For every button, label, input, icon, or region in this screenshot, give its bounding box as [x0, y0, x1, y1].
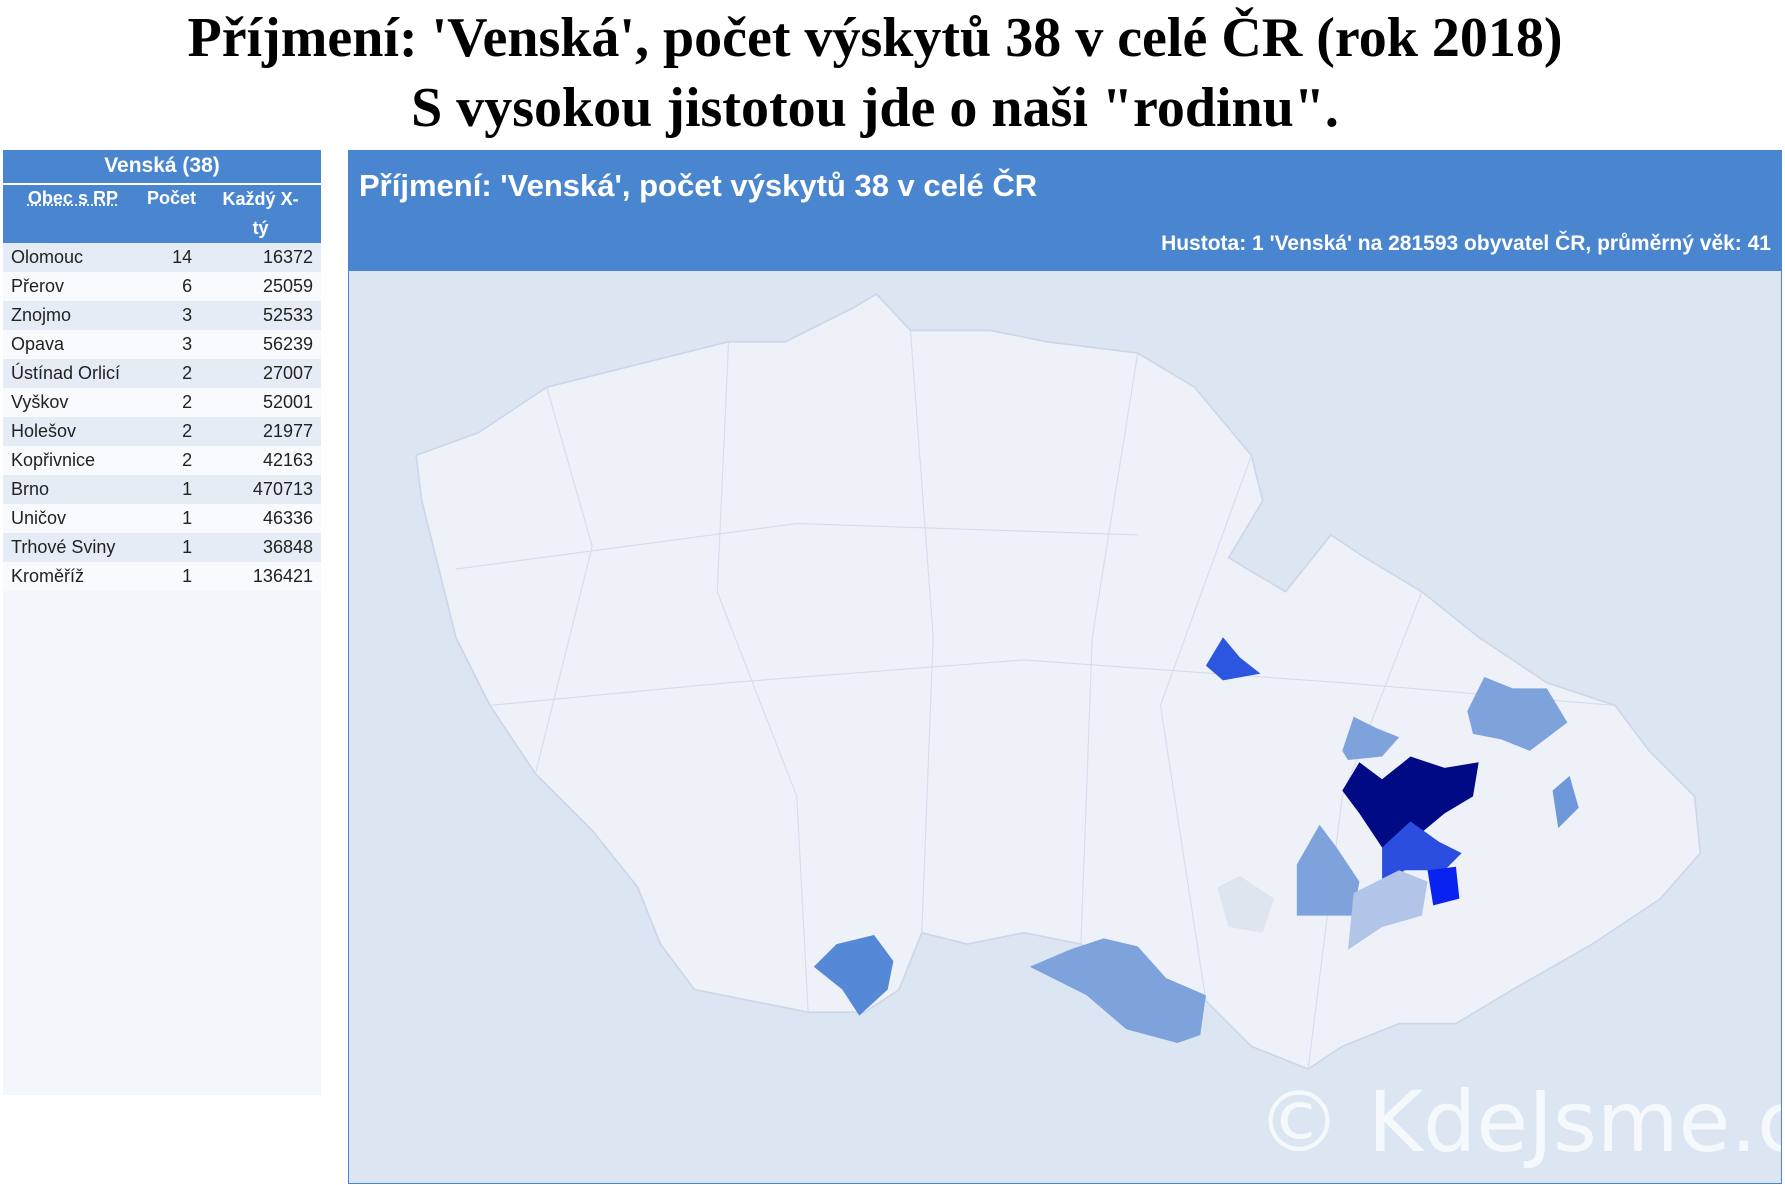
- table-row: Brno 1 470713: [3, 475, 321, 504]
- table-number: 27007: [200, 359, 321, 388]
- table-number: 2: [142, 359, 201, 388]
- district-highlight: [1552, 775, 1579, 829]
- district-highlight: [1382, 821, 1462, 888]
- table-number: 136421: [200, 562, 321, 591]
- table-number: 3: [142, 330, 201, 359]
- table-number: 42163: [200, 446, 321, 475]
- table-row: Kopřivnice 2 42163: [3, 446, 321, 475]
- district-highlight: [1296, 824, 1360, 916]
- table-number: 52001: [200, 388, 321, 417]
- watermark: © KdeJsme.cz: [1257, 1073, 1781, 1171]
- district-highlight: [1217, 875, 1275, 933]
- heading-line: S vysokou jistotou jde o naši "rodinu".: [411, 77, 1339, 139]
- table-number: 16372: [200, 243, 321, 272]
- municipality: Brno: [3, 475, 143, 504]
- table-row: Opava 3 56239: [3, 330, 321, 359]
- district-highlight: [1342, 756, 1479, 848]
- table-number: 2: [142, 417, 201, 446]
- table-number: 36848: [200, 533, 321, 562]
- municipality: Přerov: [3, 272, 143, 301]
- municipality: Holešov: [3, 417, 143, 446]
- table-row: Vyškov 2 52001: [3, 388, 321, 417]
- table-number: 25059: [200, 272, 321, 301]
- column-header: Počet: [142, 184, 201, 243]
- table-number: 46336: [200, 504, 321, 533]
- table-number: 1: [142, 504, 201, 533]
- map-subtitle: Hustota: 1 'Venská' na 281593 obyvatel Č…: [1161, 232, 1771, 255]
- surname-table-panel: Venská (38) Obec s RP Počet Každý X-tý O…: [3, 150, 321, 1095]
- district-highlight: [1467, 676, 1568, 751]
- municipality: Znojmo: [3, 301, 143, 330]
- column-header: Každý X-tý: [200, 184, 321, 243]
- table-number: 1: [142, 562, 201, 591]
- column-header[interactable]: Obec s RP: [3, 184, 143, 243]
- heading-line: Příjmení: 'Venská', počet výskytů 38 v c…: [187, 7, 1563, 69]
- municipality: Opava: [3, 330, 143, 359]
- table-number: 1: [142, 533, 201, 562]
- table-title: Venská (38): [3, 150, 321, 185]
- surname-table: Venská (38) Obec s RP Počet Každý X-tý O…: [3, 150, 321, 591]
- table-number: 2: [142, 446, 201, 475]
- table-row: Kroměříž 1 136421: [3, 562, 321, 591]
- table-number: 56239: [200, 330, 321, 359]
- table-row: Olomouc 14 16372: [3, 243, 321, 272]
- map: © KdeJsme.cz: [415, 292, 1781, 1171]
- municipality: Uničov: [3, 504, 143, 533]
- table-row: Znojmo 3 52533: [3, 301, 321, 330]
- table-number: 6: [142, 272, 201, 301]
- table-number: 52533: [200, 301, 321, 330]
- municipality: Kroměříž: [3, 562, 143, 591]
- table-row: Uničov 1 46336: [3, 504, 321, 533]
- municipality: Ústínad Orlicí: [3, 359, 143, 388]
- table-number: 2: [142, 388, 201, 417]
- table-row: Holešov 2 21977: [3, 417, 321, 446]
- district-highlight: [813, 934, 894, 1016]
- district-highlight: [1029, 938, 1206, 1043]
- table-number: 21977: [200, 417, 321, 446]
- municipality: Kopřivnice: [3, 446, 143, 475]
- table-body: Olomouc 14 16372 Přerov 6 25059 Znojmo 3 52533 Op…: [3, 243, 321, 591]
- municipality: Olomouc: [3, 243, 143, 272]
- municipality: Trhové Sviny: [3, 533, 143, 562]
- table-number: 3: [142, 301, 201, 330]
- district-highlight: [1347, 870, 1428, 950]
- district-borders: [455, 330, 1616, 1070]
- map-header: Příjmení: 'Venská', počet výskytů 38 v c…: [349, 150, 1781, 271]
- table-row: Ústínad Orlicí 2 27007: [3, 359, 321, 388]
- table-number: 470713: [200, 475, 321, 504]
- map-panel: Příjmení: 'Venská', počet výskytů 38 v c…: [348, 150, 1782, 1184]
- table-number: 14: [142, 243, 201, 272]
- table-row: Trhové Sviny 1 36848: [3, 533, 321, 562]
- district-highlight: [1342, 716, 1400, 760]
- district-highlight: [1205, 637, 1261, 681]
- municipality: Vyškov: [3, 388, 143, 417]
- district-highlight: [1427, 866, 1460, 906]
- table-row: Přerov 6 25059: [3, 272, 321, 301]
- table-number: 1: [142, 475, 201, 504]
- map-title: Příjmení: 'Venská', počet výskytů 38 v c…: [359, 168, 1038, 203]
- country-outline: [415, 292, 1702, 1071]
